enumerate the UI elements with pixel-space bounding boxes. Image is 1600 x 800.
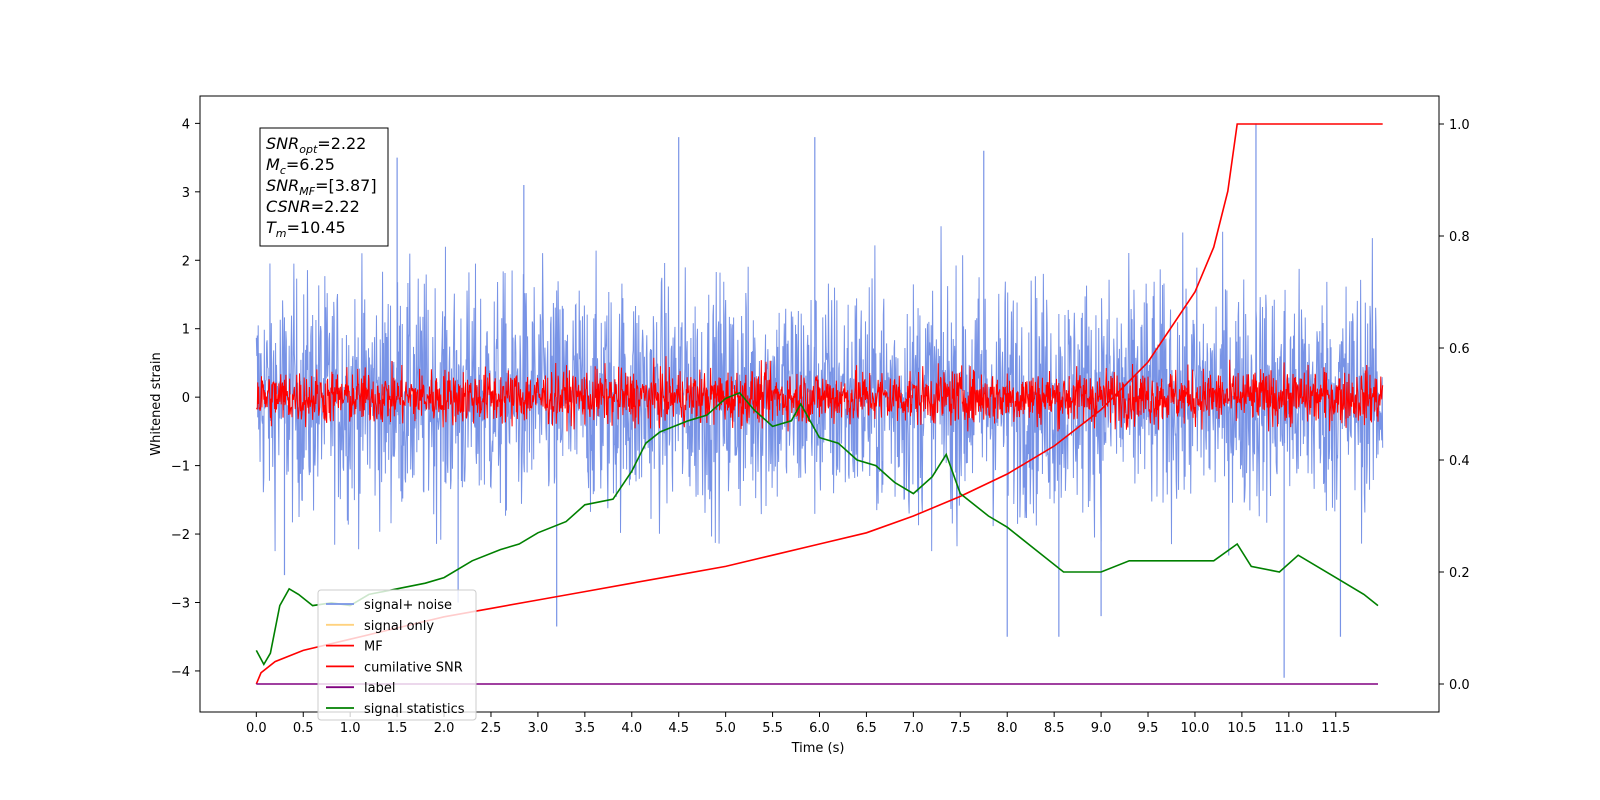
annotation-frame bbox=[259, 127, 389, 247]
legend-label: MF bbox=[364, 640, 383, 655]
x-tick-label: 1.0 bbox=[340, 721, 361, 736]
x-tick-label: 5.0 bbox=[715, 721, 736, 736]
y-tick-label: 3 bbox=[182, 186, 190, 201]
y-axis-right-ticks: 1.0 0.8 0.6 0.4 0.2 0.0 bbox=[1439, 118, 1470, 693]
x-tick-label: 4.5 bbox=[668, 721, 689, 736]
x-tick-label: 3.0 bbox=[528, 721, 549, 736]
x-tick-label: 8.5 bbox=[1044, 721, 1065, 736]
annotation-line: Mc=6.25 bbox=[266, 155, 335, 177]
x-tick-label: 6.5 bbox=[856, 721, 877, 736]
y-right-tick-label: 0.2 bbox=[1449, 566, 1470, 581]
x-axis-label: Time (s) bbox=[791, 741, 845, 756]
y-tick-label: −3 bbox=[171, 596, 190, 611]
x-tick-label: 10.0 bbox=[1180, 721, 1209, 736]
x-tick-label: 7.0 bbox=[903, 721, 924, 736]
y-tick-label: 2 bbox=[182, 254, 190, 269]
x-tick-label: 11.5 bbox=[1321, 721, 1350, 736]
x-tick-label: 2.0 bbox=[434, 721, 455, 736]
y-right-tick-label: 0.8 bbox=[1449, 230, 1470, 245]
annotation-line: Tm=10.45 bbox=[266, 218, 346, 240]
legend-label: label bbox=[364, 681, 395, 696]
annotation-line: SNRMF=[3.87] bbox=[266, 176, 377, 198]
x-tick-label: 11.0 bbox=[1274, 721, 1303, 736]
x-tick-label: 9.0 bbox=[1091, 721, 1112, 736]
legend: signal+ noise signal only MF cumilative SNR… bbox=[317, 589, 477, 721]
series-mf bbox=[255, 356, 1384, 432]
x-tick-label: 6.0 bbox=[809, 721, 830, 736]
legend-label: cumilative SNR bbox=[364, 660, 463, 675]
y-axis-label: Whitened strain bbox=[149, 352, 164, 455]
x-tick-label: 1.5 bbox=[387, 721, 408, 736]
y-tick-label: 0 bbox=[182, 391, 190, 406]
y-tick-label: 4 bbox=[182, 117, 190, 132]
y-right-tick-label: 0.6 bbox=[1449, 342, 1470, 357]
annotation-line: SNRopt=2.22 bbox=[266, 134, 366, 156]
x-tick-label: 7.5 bbox=[950, 721, 971, 736]
y-right-tick-label: 1.0 bbox=[1449, 118, 1470, 133]
x-axis-ticks: 0.0 0.5 1.0 1.5 2.0 2.5 3.0 3.5 4.0 4.5 5.0 5.5 6.0 6… bbox=[246, 712, 1350, 736]
annotation-line: CSNR=2.22 bbox=[266, 197, 360, 216]
y-right-tick-label: 0.4 bbox=[1449, 454, 1470, 469]
legend-label: signal only bbox=[364, 619, 434, 634]
x-tick-label: 3.5 bbox=[574, 721, 595, 736]
y-axis-left-ticks: 4 3 2 1 0 −1 −2 −3 −4 bbox=[171, 117, 200, 680]
x-tick-label: 5.5 bbox=[762, 721, 783, 736]
x-tick-label: 4.0 bbox=[621, 721, 642, 736]
x-tick-label: 9.5 bbox=[1138, 721, 1159, 736]
y-tick-label: −1 bbox=[171, 460, 190, 475]
legend-label: signal statistics bbox=[364, 702, 465, 717]
x-tick-label: 0.5 bbox=[293, 721, 314, 736]
x-tick-label: 0.0 bbox=[246, 721, 267, 736]
x-tick-label: 10.5 bbox=[1227, 721, 1256, 736]
legend-frame bbox=[317, 589, 477, 721]
y-tick-label: 1 bbox=[182, 323, 190, 338]
legend-label: signal+ noise bbox=[364, 598, 452, 613]
x-tick-label: 8.0 bbox=[997, 721, 1018, 736]
y-tick-label: −4 bbox=[171, 665, 190, 680]
y-right-tick-label: 0.0 bbox=[1449, 678, 1470, 693]
y-tick-label: −2 bbox=[171, 528, 190, 543]
x-tick-label: 2.5 bbox=[481, 721, 502, 736]
